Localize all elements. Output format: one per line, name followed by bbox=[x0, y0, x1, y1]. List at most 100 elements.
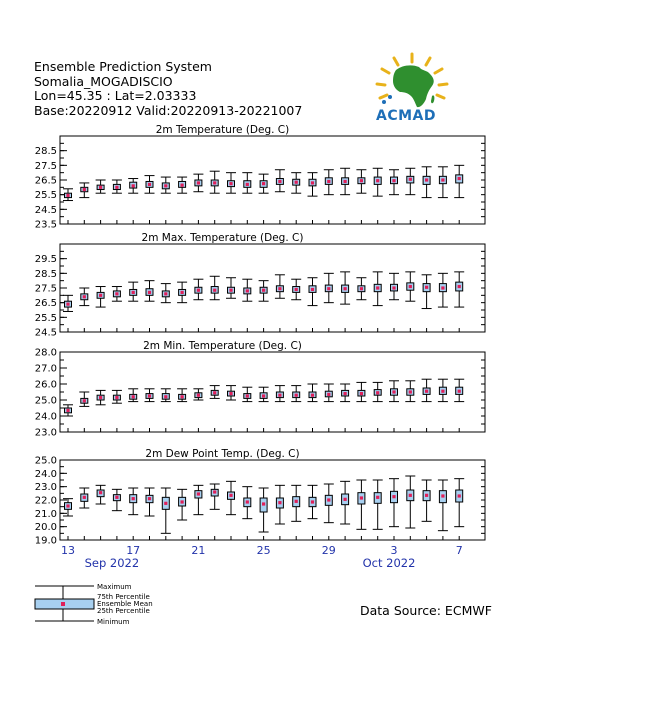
legend-maximum-label: Maximum bbox=[97, 583, 132, 591]
mean-marker bbox=[99, 185, 103, 189]
mean-marker bbox=[115, 185, 119, 189]
box-7 bbox=[160, 176, 171, 194]
mean-marker bbox=[164, 395, 168, 399]
mean-marker bbox=[213, 288, 217, 292]
mean-marker bbox=[115, 292, 119, 296]
mean-marker bbox=[229, 182, 233, 186]
box-3 bbox=[95, 484, 106, 505]
mean-marker bbox=[441, 389, 445, 393]
mean-marker bbox=[82, 295, 86, 299]
box-11 bbox=[226, 277, 236, 299]
mean-marker bbox=[229, 288, 233, 292]
mean-marker bbox=[196, 492, 200, 496]
mean-marker bbox=[147, 290, 152, 294]
mean-marker bbox=[131, 395, 135, 399]
box-13 bbox=[258, 487, 269, 533]
box-12 bbox=[242, 172, 253, 194]
mean-marker bbox=[164, 292, 168, 296]
box-7 bbox=[160, 283, 171, 304]
box-12 bbox=[242, 486, 253, 520]
mean-marker bbox=[294, 393, 298, 397]
y-tick-label: 22.0 bbox=[35, 496, 57, 507]
y-tick-label: 26.5 bbox=[35, 298, 57, 309]
box-12 bbox=[242, 278, 253, 302]
box-20 bbox=[372, 381, 383, 403]
mean-marker bbox=[164, 184, 168, 188]
box-13 bbox=[258, 386, 269, 403]
box-25 bbox=[454, 271, 465, 308]
mean-marker bbox=[425, 178, 429, 182]
mean-marker bbox=[245, 289, 249, 293]
mean-marker bbox=[278, 287, 282, 291]
y-tick-label: 26.5 bbox=[35, 176, 57, 187]
box-13 bbox=[258, 280, 269, 302]
x-month-label: Oct 2022 bbox=[363, 556, 416, 570]
box-1 bbox=[63, 188, 73, 202]
mean-marker bbox=[294, 499, 298, 503]
mean-marker bbox=[392, 179, 396, 183]
coordinates: Lon=45.35 : Lat=2.03333 bbox=[34, 88, 197, 103]
x-day-label: 7 bbox=[456, 544, 463, 557]
base-valid-dates: Base:20220912 Valid:20220913-20221007 bbox=[34, 102, 303, 118]
madagascar-icon bbox=[431, 95, 435, 104]
mean-marker bbox=[82, 399, 86, 403]
box-25 bbox=[454, 378, 465, 403]
box-14 bbox=[274, 274, 285, 299]
box-2 bbox=[79, 391, 90, 407]
box-8 bbox=[177, 281, 188, 304]
box-16 bbox=[307, 277, 318, 307]
mean-marker bbox=[359, 496, 363, 500]
mean-marker bbox=[131, 290, 135, 294]
mean-marker bbox=[327, 287, 331, 291]
mean-marker bbox=[441, 286, 445, 290]
panel-1: 2m Temperature (Deg. C) 23.5 24.5 25.5 26.5 2… bbox=[35, 124, 486, 231]
panel-3: 2m Min. Temperature (Deg. C) 23.0 24.0 25.0… bbox=[35, 340, 486, 439]
mean-marker bbox=[408, 284, 412, 289]
panel-frame bbox=[59, 351, 486, 433]
box-4 bbox=[111, 286, 122, 302]
legend-p25-label: 25th Percentile bbox=[97, 607, 150, 615]
box-7 bbox=[160, 388, 171, 403]
mean-marker bbox=[376, 495, 380, 499]
box-3 bbox=[95, 286, 106, 308]
box-2 bbox=[79, 487, 90, 509]
mean-marker bbox=[278, 501, 282, 505]
mean-marker bbox=[147, 497, 152, 501]
mean-marker bbox=[131, 184, 135, 188]
box-19 bbox=[356, 169, 367, 194]
mean-marker bbox=[262, 288, 266, 292]
mean-marker bbox=[147, 182, 152, 186]
legend-mean-marker bbox=[61, 602, 65, 606]
mean-marker bbox=[310, 287, 315, 292]
y-tick-label: 24.0 bbox=[35, 469, 57, 480]
box-21 bbox=[389, 272, 399, 301]
mean-marker bbox=[99, 491, 103, 495]
mean-marker bbox=[408, 390, 412, 394]
panel-4: 2m Dew Point Temp. (Deg. C) 19.0 20.0 21.0 2… bbox=[35, 448, 486, 547]
mean-marker bbox=[66, 193, 70, 197]
box-9 bbox=[193, 484, 204, 516]
y-tick-label: 21.0 bbox=[35, 509, 57, 520]
mean-marker bbox=[196, 393, 200, 397]
legend: Maximum 75th Percentile Ensemble Mean 25… bbox=[34, 583, 153, 626]
mean-marker bbox=[359, 179, 363, 183]
system-title: Ensemble Prediction System bbox=[34, 59, 212, 74]
mean-marker bbox=[408, 493, 412, 497]
box-11 bbox=[226, 480, 236, 516]
y-tick-label: 19.0 bbox=[35, 536, 57, 547]
mean-marker bbox=[376, 391, 380, 395]
mean-marker bbox=[327, 392, 331, 396]
box-21 bbox=[389, 380, 399, 403]
box-5 bbox=[128, 487, 139, 516]
box-21 bbox=[389, 478, 399, 528]
box-22 bbox=[405, 380, 416, 403]
panel-frame bbox=[59, 243, 486, 333]
box-8 bbox=[177, 388, 188, 403]
box-23 bbox=[421, 274, 432, 310]
y-tick-label: 24.5 bbox=[35, 328, 57, 339]
box-6 bbox=[144, 388, 155, 403]
panel-frame bbox=[59, 459, 486, 541]
box-20 bbox=[372, 167, 383, 197]
y-tick-label: 24.5 bbox=[35, 205, 57, 216]
box-11 bbox=[226, 385, 236, 401]
